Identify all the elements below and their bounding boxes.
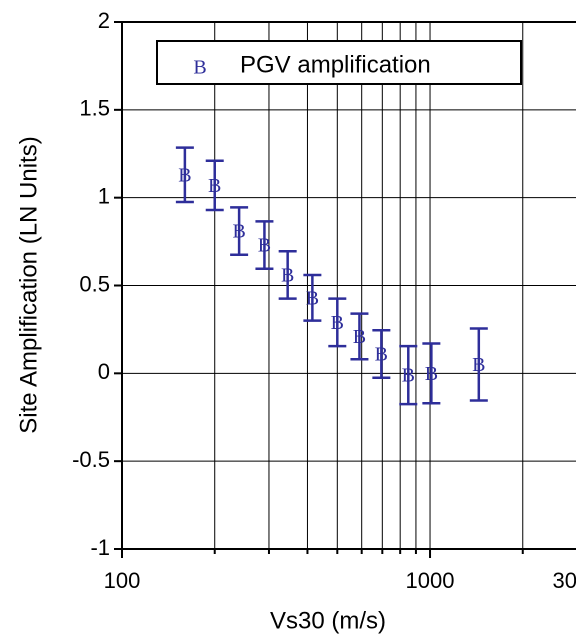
error-bar (278, 249, 297, 300)
marker: B (178, 164, 191, 186)
x-tick-label: 100 (104, 568, 141, 593)
y-tick-label: -0.5 (72, 447, 110, 472)
error-bar (255, 220, 274, 271)
y-tick-label: 0.5 (79, 271, 110, 296)
marker: B (232, 221, 245, 243)
error-bar (328, 297, 347, 348)
legend-label: PGV amplification (240, 51, 431, 78)
marker: B (353, 326, 366, 348)
marker: B (472, 354, 485, 376)
y-tick-label: 1.5 (79, 96, 110, 121)
error-bar (399, 344, 418, 406)
x-axis-title: Vs30 (m/s) (270, 607, 386, 634)
error-bar (175, 146, 194, 204)
legend-marker: B (193, 57, 206, 79)
y-tick-label: -1 (90, 535, 110, 560)
error-bar (422, 342, 441, 405)
error-bar (372, 329, 391, 379)
marker: B (258, 235, 271, 257)
marker: B (331, 312, 344, 334)
error-bar (230, 206, 249, 257)
error-bar (205, 159, 224, 212)
y-tick-label: 0 (98, 359, 110, 384)
marker: B (425, 363, 438, 385)
y-tick-label: 1 (98, 183, 110, 208)
error-bar (303, 273, 322, 322)
x-tick-label: 3000 (553, 568, 576, 593)
y-tick-label: 2 (98, 8, 110, 33)
error-bar (469, 327, 488, 402)
marker: B (375, 344, 388, 366)
marker: B (208, 175, 221, 197)
legend-box (156, 40, 522, 85)
marker: B (306, 287, 319, 309)
marker: B (281, 265, 294, 287)
error-bar (350, 312, 369, 361)
x-tick-label: 1000 (406, 568, 455, 593)
y-axis-title: Site Amplification (LN Units) (15, 136, 42, 433)
marker: B (402, 365, 415, 387)
